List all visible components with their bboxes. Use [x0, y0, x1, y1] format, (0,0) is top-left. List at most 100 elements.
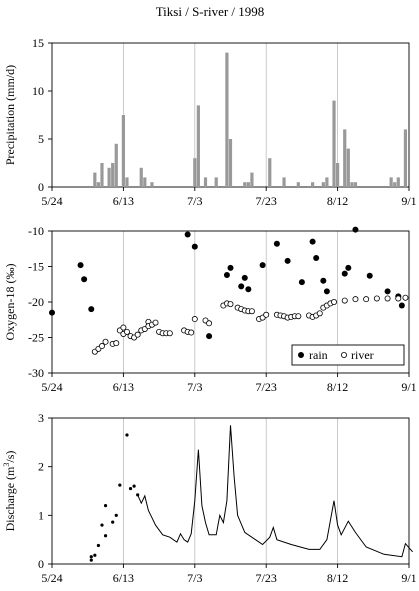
- x-tick-label: 8/12: [327, 571, 348, 585]
- point-rain: [227, 264, 234, 271]
- precip-bar: [121, 115, 125, 187]
- x-tick-label: 6/13: [113, 194, 134, 208]
- precip-bar: [393, 182, 397, 187]
- precip-bar: [321, 182, 325, 187]
- point-river: [263, 311, 270, 318]
- point-river: [341, 297, 348, 304]
- x-tick-label: 5/24: [41, 380, 62, 394]
- precip-bar: [350, 182, 354, 187]
- point-rain: [259, 262, 266, 269]
- y-tick-label: -25: [28, 331, 44, 345]
- discharge-point: [125, 433, 129, 437]
- y-tick-label: -10: [28, 224, 44, 238]
- point-rain: [313, 254, 320, 261]
- point-river: [402, 294, 409, 301]
- point-river: [227, 301, 234, 308]
- precip-bar: [143, 177, 147, 187]
- point-rain: [320, 277, 327, 284]
- point-rain: [345, 264, 352, 271]
- legend-marker-rain: [298, 352, 304, 358]
- panel-bar: 5/24 6/13 7/3 7/23 8/12 9/1 0 5 10 15 Precipitatio…: [3, 36, 417, 208]
- precip-bar: [193, 158, 197, 187]
- precip-bar: [282, 177, 286, 187]
- point-rain: [384, 288, 391, 295]
- precip-bar: [93, 172, 97, 187]
- x-tick-label: 5/24: [41, 571, 62, 585]
- point-river: [123, 328, 130, 335]
- point-river: [191, 316, 198, 323]
- discharge-point: [118, 483, 122, 487]
- discharge-point: [96, 543, 101, 548]
- precip-bar: [396, 177, 400, 187]
- precip-bar: [268, 158, 272, 187]
- legend-marker-river: [340, 351, 347, 358]
- discharge-point: [114, 513, 118, 517]
- precip-bar: [150, 182, 154, 187]
- discharge-point: [103, 504, 108, 508]
- point-rain: [191, 243, 198, 250]
- precip-bar: [332, 100, 336, 187]
- precip-bar: [243, 182, 247, 187]
- y-axis-label: Discharge (m3/s): [2, 451, 17, 532]
- precip-bar: [353, 182, 358, 187]
- point-rain: [309, 238, 316, 245]
- point-rain: [184, 231, 191, 238]
- precip-bar: [296, 182, 300, 187]
- point-river: [113, 340, 120, 347]
- x-tick-label: 7/23: [256, 380, 277, 394]
- y-axis-label: Precipitation (mm/d): [3, 65, 17, 165]
- point-rain: [223, 272, 230, 279]
- x-tick-label: 7/23: [256, 571, 277, 585]
- discharge-point: [100, 523, 104, 527]
- x-tick-label: 8/12: [327, 380, 348, 394]
- x-tick-label: 6/13: [113, 571, 134, 585]
- x-tick-label: 7/23: [256, 194, 277, 208]
- point-river: [331, 298, 338, 305]
- point-river: [188, 329, 195, 336]
- precip-bar: [246, 182, 250, 187]
- point-river: [206, 320, 213, 327]
- precip-bar: [250, 172, 254, 187]
- precip-bar: [114, 143, 118, 187]
- point-rain: [323, 288, 330, 295]
- y-tick-label: 5: [38, 132, 44, 146]
- precip-bar: [336, 163, 340, 187]
- point-rain: [49, 309, 55, 316]
- legend: rain river: [291, 344, 405, 366]
- point-river: [395, 295, 402, 302]
- discharge-point: [111, 520, 115, 524]
- y-tick-label: 10: [32, 84, 44, 98]
- point-river: [384, 295, 391, 302]
- point-river: [98, 343, 105, 350]
- precip-bar: [100, 163, 104, 187]
- precip-bar: [403, 129, 408, 187]
- precip-bar: [125, 177, 129, 187]
- point-river: [134, 331, 141, 338]
- x-tick-label: 7/3: [187, 571, 202, 585]
- precip-bar: [111, 163, 115, 187]
- x-tick-label: 9/1: [401, 571, 416, 585]
- x-tick-label: 9/1: [401, 380, 416, 394]
- discharge-point: [89, 558, 93, 562]
- precip-bar: [196, 105, 200, 187]
- point-river: [166, 330, 173, 337]
- point-river: [248, 308, 255, 315]
- precip-bar: [203, 177, 208, 187]
- discharge-point: [132, 484, 136, 488]
- panel-scatter: 5/24 6/13 7/3 7/23 8/12 9/1 -10 -15 -20 -25 -30 Oxy…: [3, 224, 417, 394]
- y-tick-label: -15: [28, 260, 44, 274]
- legend-box: [291, 344, 405, 366]
- point-river: [102, 338, 109, 345]
- precip-bar: [325, 177, 329, 187]
- precip-bar: [343, 129, 347, 187]
- point-river: [352, 296, 359, 303]
- y-tick-label: 2: [38, 460, 44, 474]
- precip-bar: [96, 182, 101, 187]
- precip-bar: [389, 177, 393, 187]
- precip-bar: [107, 167, 111, 187]
- point-rain: [352, 226, 359, 233]
- precip-bar: [311, 182, 315, 187]
- point-rain: [273, 240, 280, 247]
- point-rain: [245, 286, 252, 293]
- discharge-point: [89, 555, 93, 559]
